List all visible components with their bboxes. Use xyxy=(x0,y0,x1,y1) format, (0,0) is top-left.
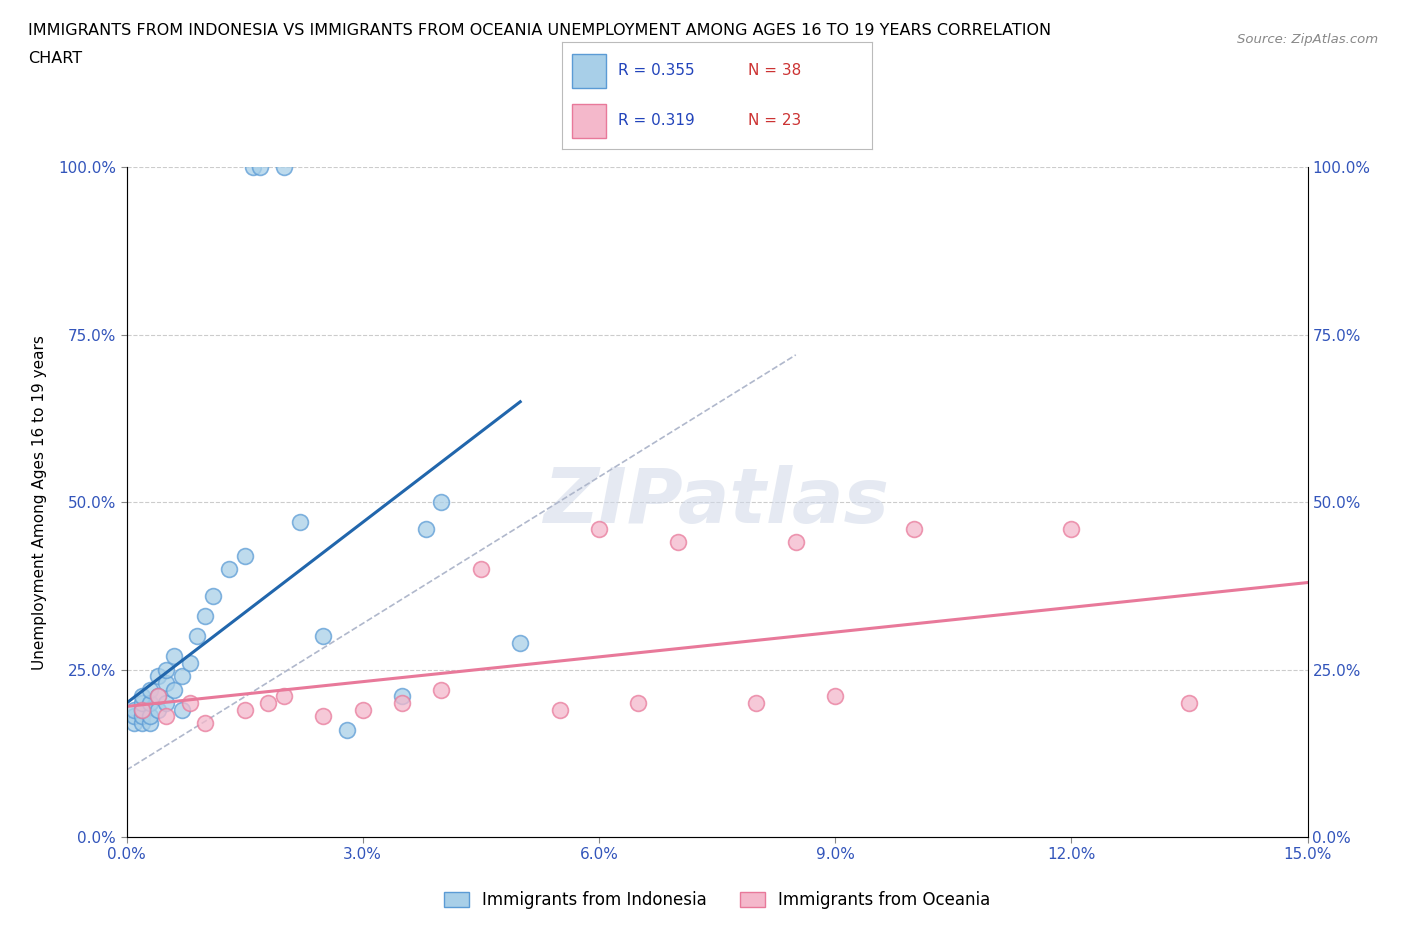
Point xyxy=(391,696,413,711)
Point xyxy=(312,709,335,724)
Point xyxy=(131,689,153,704)
Point xyxy=(470,562,492,577)
Point xyxy=(509,635,531,650)
Point xyxy=(233,549,256,564)
Point xyxy=(170,669,193,684)
Point xyxy=(273,689,295,704)
Point xyxy=(179,696,201,711)
Point xyxy=(124,709,146,724)
Legend: Immigrants from Indonesia, Immigrants from Oceania: Immigrants from Indonesia, Immigrants fr… xyxy=(437,884,997,916)
Point xyxy=(131,702,153,717)
Point xyxy=(131,709,153,724)
Point xyxy=(548,702,571,717)
Point xyxy=(139,696,162,711)
Text: CHART: CHART xyxy=(28,51,82,66)
Point xyxy=(257,696,280,711)
Y-axis label: Unemployment Among Ages 16 to 19 years: Unemployment Among Ages 16 to 19 years xyxy=(32,335,46,670)
Point xyxy=(163,683,186,698)
Point xyxy=(1178,696,1201,711)
Point xyxy=(430,495,453,510)
Point xyxy=(312,629,335,644)
Point xyxy=(336,723,359,737)
Text: ZIPatlas: ZIPatlas xyxy=(544,465,890,539)
Point xyxy=(824,689,846,704)
Point xyxy=(179,656,201,671)
Point xyxy=(415,522,437,537)
Point xyxy=(146,669,169,684)
Point xyxy=(146,689,169,704)
Point xyxy=(288,515,311,530)
Point xyxy=(124,716,146,731)
Point xyxy=(745,696,768,711)
Text: N = 23: N = 23 xyxy=(748,113,801,128)
Point xyxy=(163,649,186,664)
Point xyxy=(391,689,413,704)
Point xyxy=(249,160,271,175)
Point xyxy=(1060,522,1083,537)
Point xyxy=(146,702,169,717)
Point xyxy=(352,702,374,717)
Point xyxy=(218,562,240,577)
Point xyxy=(146,689,169,704)
Point xyxy=(131,702,153,717)
Point xyxy=(139,709,162,724)
Point xyxy=(131,716,153,731)
FancyBboxPatch shape xyxy=(572,104,606,139)
Point xyxy=(194,608,217,623)
Point xyxy=(186,629,208,644)
Point xyxy=(155,696,177,711)
Point xyxy=(627,696,650,711)
Point xyxy=(194,716,217,731)
Text: Source: ZipAtlas.com: Source: ZipAtlas.com xyxy=(1237,33,1378,46)
Text: N = 38: N = 38 xyxy=(748,63,801,78)
Point xyxy=(785,535,807,550)
Point xyxy=(155,662,177,677)
Text: R = 0.319: R = 0.319 xyxy=(619,113,695,128)
Point xyxy=(139,716,162,731)
Point xyxy=(131,696,153,711)
FancyBboxPatch shape xyxy=(572,54,606,87)
Point xyxy=(170,702,193,717)
Point xyxy=(430,683,453,698)
Point xyxy=(233,702,256,717)
Point xyxy=(139,683,162,698)
Point xyxy=(242,160,264,175)
Point xyxy=(588,522,610,537)
Point xyxy=(273,160,295,175)
Point xyxy=(155,675,177,690)
Point xyxy=(124,702,146,717)
Point xyxy=(666,535,689,550)
Point xyxy=(903,522,925,537)
Text: IMMIGRANTS FROM INDONESIA VS IMMIGRANTS FROM OCEANIA UNEMPLOYMENT AMONG AGES 16 : IMMIGRANTS FROM INDONESIA VS IMMIGRANTS … xyxy=(28,23,1052,38)
Point xyxy=(155,709,177,724)
Text: R = 0.355: R = 0.355 xyxy=(619,63,695,78)
Point xyxy=(202,589,225,604)
